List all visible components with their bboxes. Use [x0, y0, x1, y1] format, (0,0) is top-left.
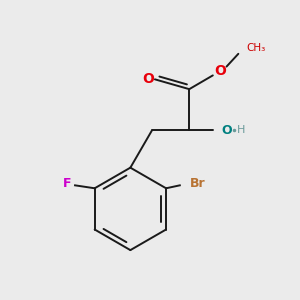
Text: CH₃: CH₃	[246, 43, 266, 53]
Text: F: F	[63, 177, 71, 190]
Text: Br: Br	[190, 177, 205, 190]
Text: O: O	[221, 124, 232, 137]
Text: H: H	[237, 125, 245, 135]
Text: O: O	[215, 64, 226, 79]
Text: O: O	[142, 72, 154, 86]
